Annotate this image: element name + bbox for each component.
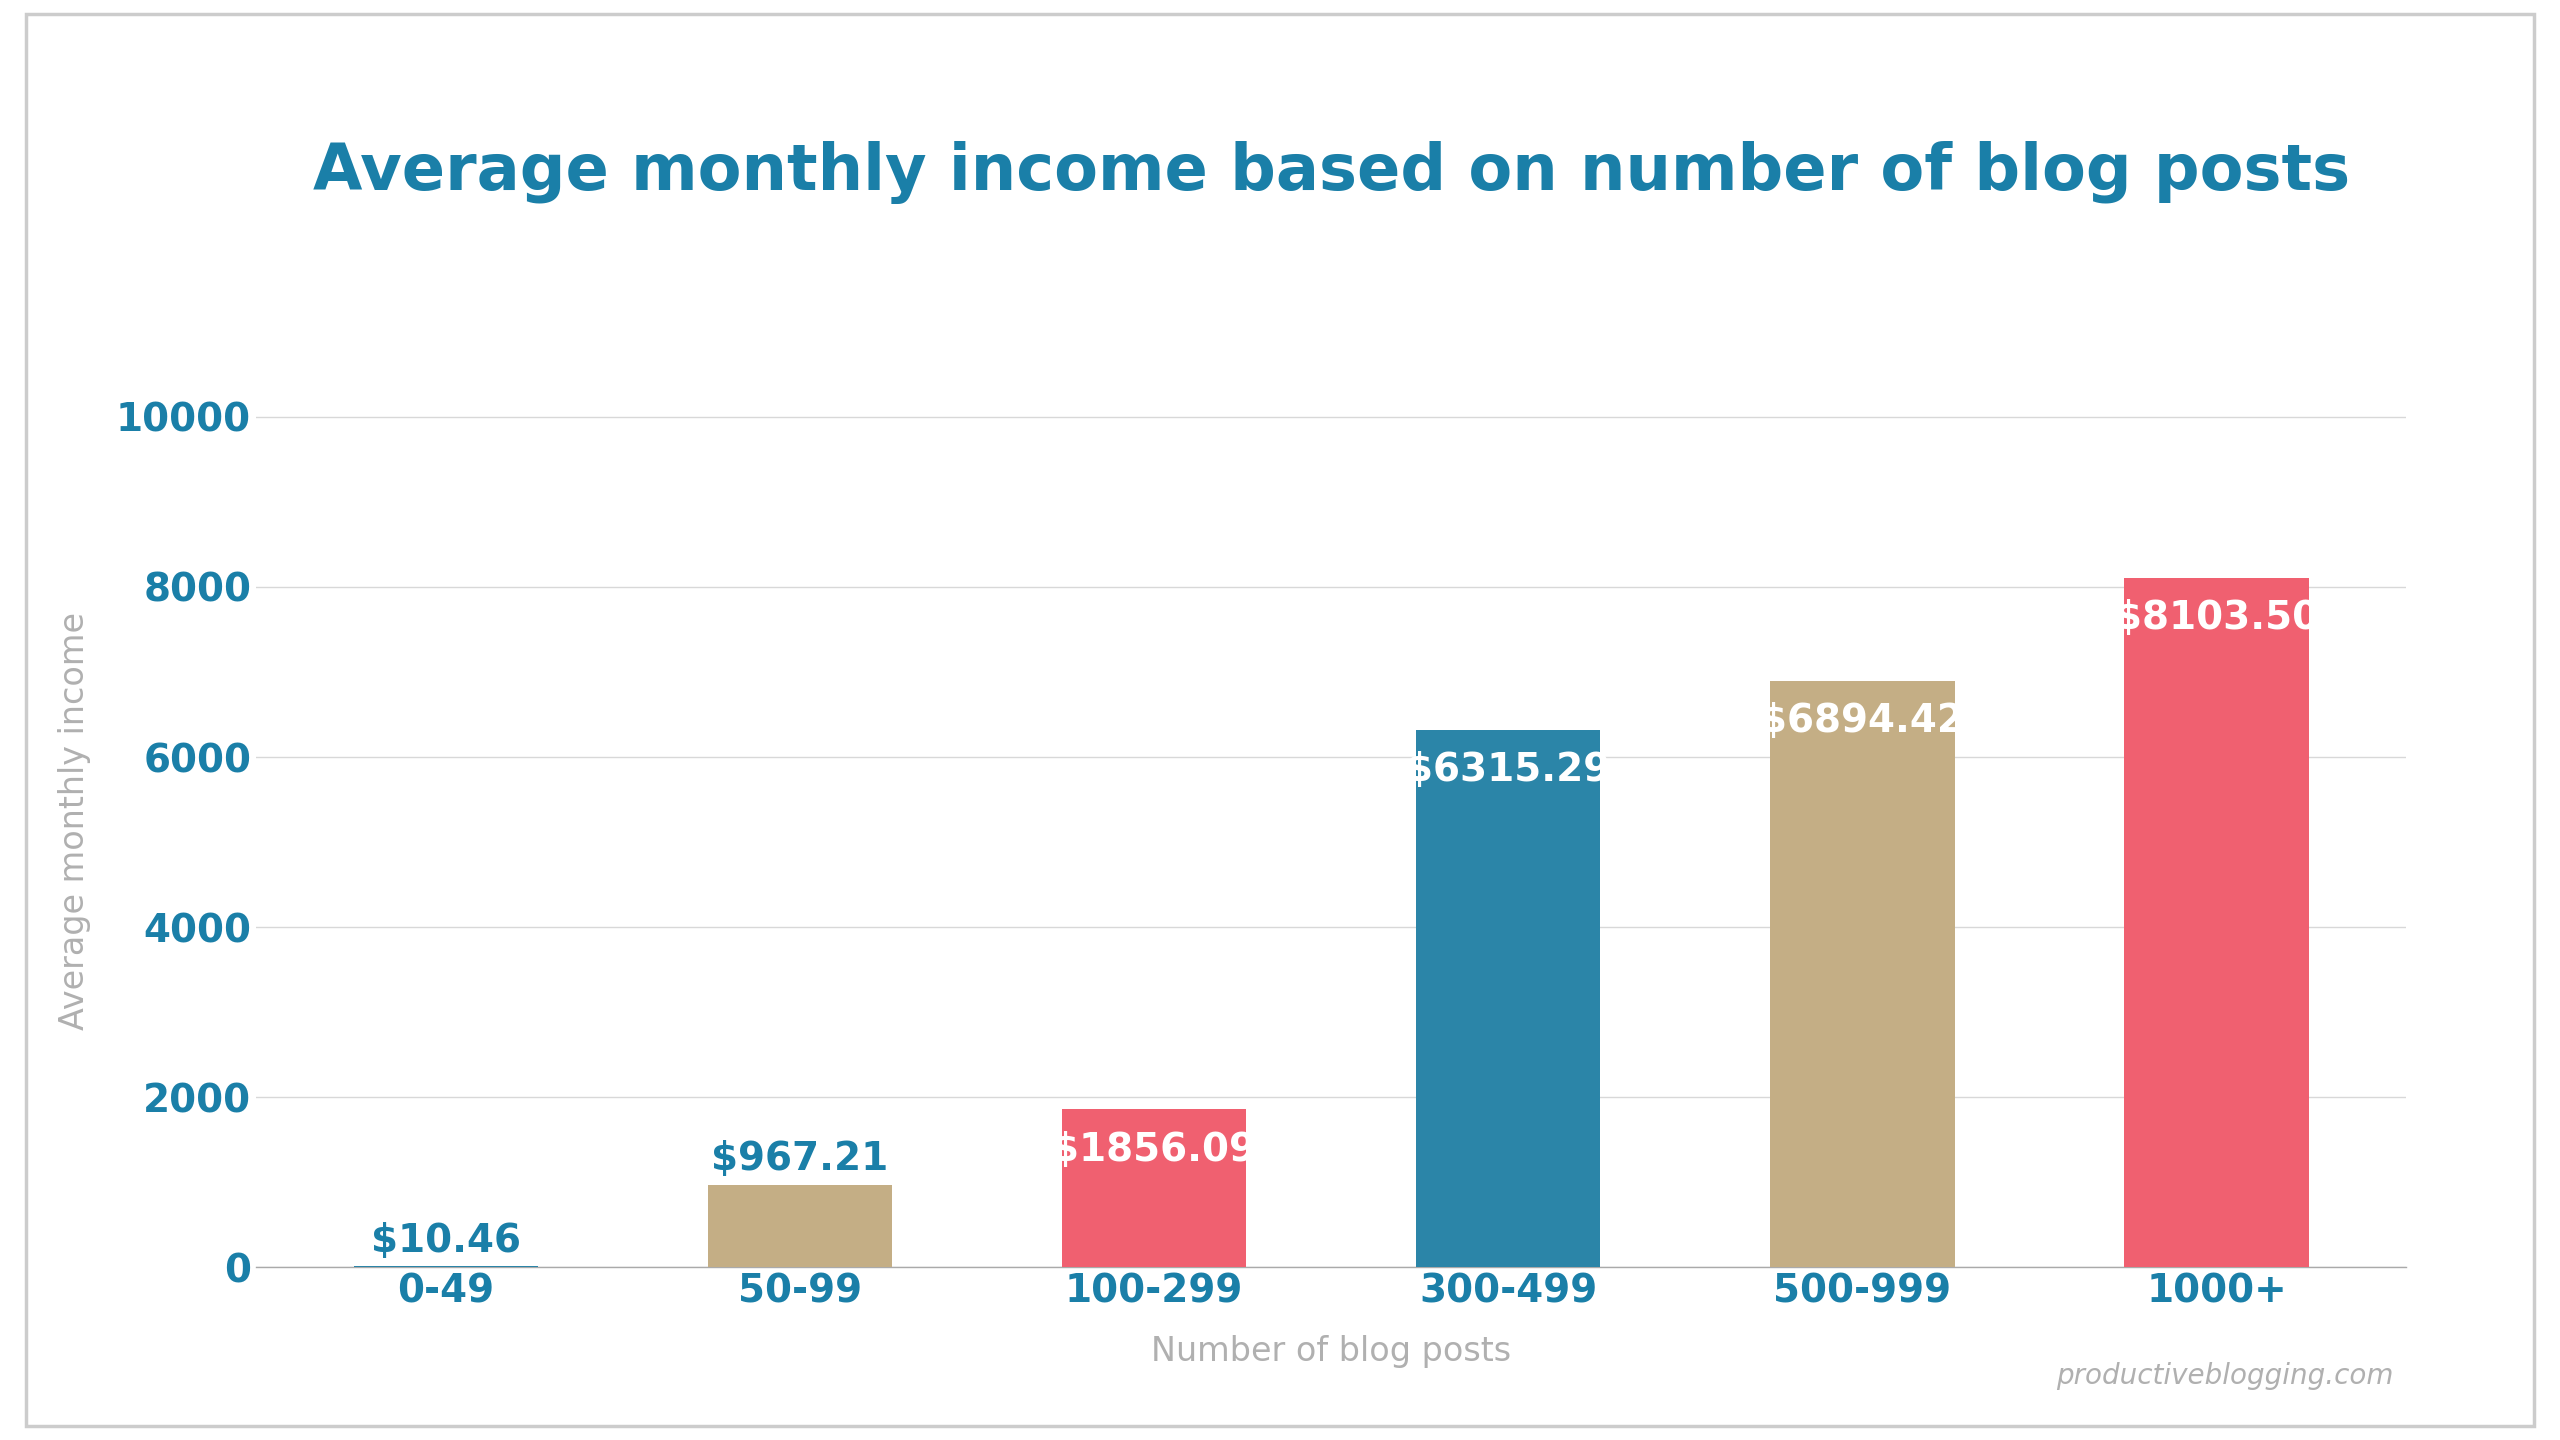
Y-axis label: Average monthly income: Average monthly income [59, 612, 92, 1030]
Bar [1416, 730, 1600, 1267]
Bar [1062, 1109, 1247, 1267]
Text: Average monthly income based on number of blog posts: Average monthly income based on number o… [312, 141, 2350, 204]
Bar [2125, 579, 2309, 1267]
Text: $1856.09: $1856.09 [1052, 1130, 1257, 1169]
Text: $8103.50: $8103.50 [2115, 599, 2319, 638]
X-axis label: Number of blog posts: Number of blog posts [1152, 1335, 1510, 1368]
Text: productiveblogging.com: productiveblogging.com [2056, 1362, 2394, 1390]
Bar [1772, 681, 1953, 1267]
Bar [709, 1185, 891, 1267]
Text: $6894.42: $6894.42 [1761, 703, 1964, 740]
Text: $6315.29: $6315.29 [1405, 752, 1610, 789]
Text: $10.46: $10.46 [371, 1221, 520, 1260]
Text: $967.21: $967.21 [712, 1140, 888, 1178]
